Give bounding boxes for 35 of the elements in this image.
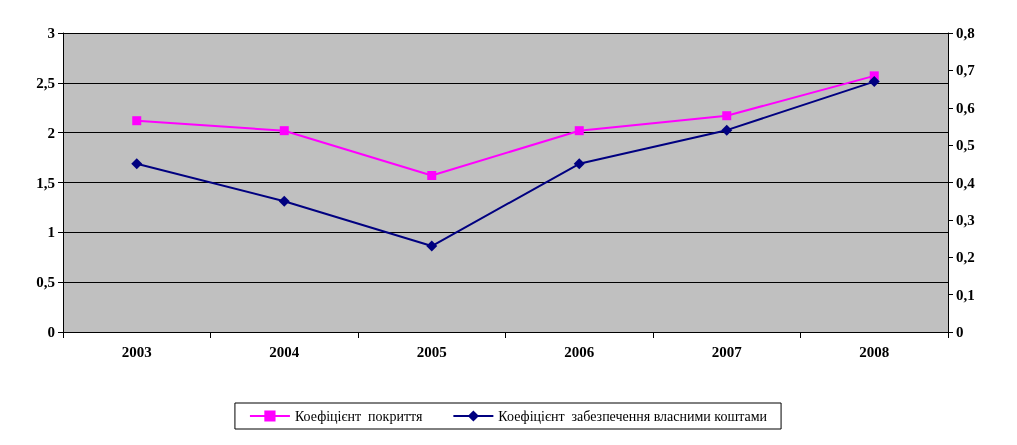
x-tick-label: 2005 xyxy=(416,343,447,360)
y-tick-label: 3 xyxy=(47,25,55,41)
y-tick-label: 1,5 xyxy=(36,174,55,191)
point xyxy=(278,195,290,207)
x-tick-label: 2006 xyxy=(564,343,595,360)
point xyxy=(132,116,142,126)
y2-tick-label: 0,1 xyxy=(956,286,975,303)
point xyxy=(426,240,438,252)
y2-tick-label: 0,4 xyxy=(956,174,976,191)
y-tick-label: 2 xyxy=(47,124,55,141)
y-tick-label: 2,5 xyxy=(36,74,55,91)
point xyxy=(131,158,143,170)
y2-tick-label: 0,7 xyxy=(956,62,976,79)
x-tick-label: 2004 xyxy=(269,343,300,360)
legend-label: Коефіцієнт забезпечення власними коштами xyxy=(498,408,768,424)
point xyxy=(721,124,733,136)
point xyxy=(427,171,437,181)
y-tick-label: 1 xyxy=(47,224,55,241)
x-tick-label: 2007 xyxy=(711,343,743,360)
y2-tick-label: 0,8 xyxy=(956,25,975,41)
y-tick-label: 0,5 xyxy=(36,274,55,291)
y2-tick-label: 0 xyxy=(956,324,964,340)
point xyxy=(574,126,584,136)
y2-tick-label: 0,5 xyxy=(956,137,975,154)
legend-label: Коефіцієнт покриття xyxy=(294,408,423,424)
point xyxy=(279,126,289,136)
point xyxy=(868,76,880,88)
y-tick-label: 0 xyxy=(47,324,55,340)
y2-tick-label: 0,6 xyxy=(956,99,976,116)
point xyxy=(722,111,732,121)
y2-tick-label: 0,3 xyxy=(956,211,975,228)
y2-tick-label: 0,2 xyxy=(956,249,975,266)
point xyxy=(573,158,585,170)
x-tick-label: 2008 xyxy=(859,343,890,360)
x-tick-label: 2003 xyxy=(121,343,152,360)
